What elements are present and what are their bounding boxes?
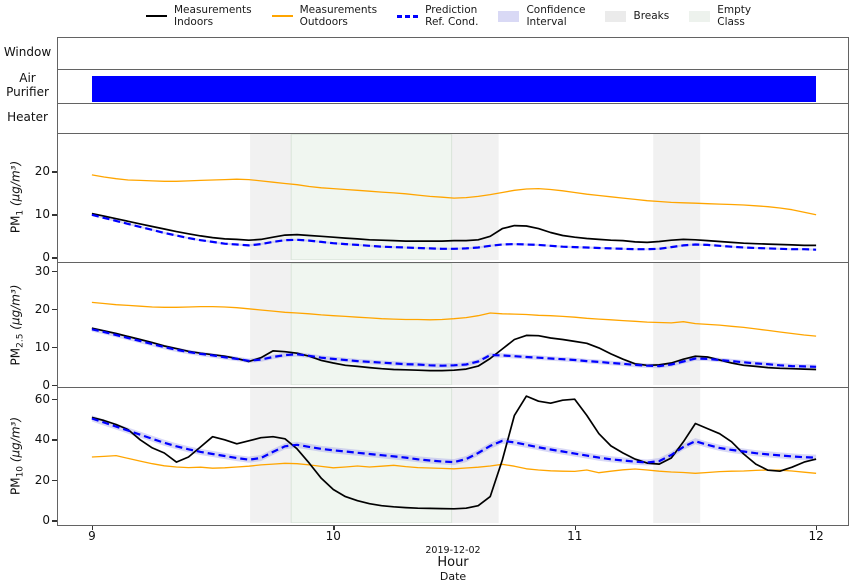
heater-state-row bbox=[57, 103, 849, 134]
pm10-panel bbox=[57, 387, 849, 526]
x-tick-label: 11 bbox=[567, 529, 583, 543]
y-tick-mark bbox=[52, 257, 57, 259]
pm2_5-chart bbox=[58, 263, 848, 387]
y-tick-mark bbox=[52, 346, 57, 348]
pm10-chart bbox=[58, 388, 848, 525]
y-tick-label: 20 bbox=[34, 301, 50, 316]
pm2_5-panel bbox=[57, 262, 849, 388]
line-swatch-indoors bbox=[146, 15, 167, 18]
patch-swatch-confidence bbox=[498, 10, 520, 22]
legend-item-empty-class: Empty Class bbox=[689, 4, 751, 29]
legend-label: Empty Class bbox=[717, 4, 752, 29]
y-tick-label: 0 bbox=[42, 250, 50, 265]
legend-label: Breaks bbox=[633, 10, 670, 23]
y-tick-label: 60 bbox=[34, 391, 50, 406]
y-tick-label: 20 bbox=[34, 164, 50, 179]
air-purifier-state-bar bbox=[91, 75, 817, 103]
y-tick-mark bbox=[52, 171, 57, 173]
y-tick-mark bbox=[52, 520, 57, 522]
dashed-line-swatch-prediction bbox=[397, 15, 419, 18]
y-tick-mark bbox=[52, 308, 57, 311]
x-tick-label: 10 bbox=[325, 529, 341, 543]
pm1-panel bbox=[57, 133, 849, 263]
legend-item-breaks: Breaks bbox=[605, 10, 669, 22]
y-tick-label: 10 bbox=[34, 207, 50, 222]
y-tick-mark bbox=[52, 479, 57, 482]
air-purifier-row-label: Air Purifier bbox=[6, 71, 49, 99]
legend-item-measurements-outdoors: Measurements Outdoors bbox=[271, 4, 378, 29]
window-row-label: Window bbox=[3, 45, 52, 59]
y-tick-mark bbox=[52, 214, 57, 216]
legend-label: Measurements Outdoors bbox=[299, 4, 378, 29]
legend-label: Confidence Interval bbox=[526, 4, 586, 29]
legend-item-confidence-interval: Confidence Interval bbox=[498, 4, 585, 29]
date-offset-label: 2019-12-02 bbox=[425, 545, 481, 556]
air-purifier-state-row bbox=[57, 69, 849, 104]
legend-item-measurements-indoors: Measurements Indoors bbox=[146, 4, 252, 29]
pm1-chart bbox=[58, 134, 848, 262]
y-tick-label: 0 bbox=[42, 377, 50, 392]
legend-item-prediction: Prediction Ref. Cond. bbox=[397, 4, 478, 29]
legend: Measurements Indoors Measurements Outdoo… bbox=[146, 4, 751, 29]
legend-label: Prediction Ref. Cond. bbox=[425, 4, 479, 29]
y-tick-mark bbox=[52, 384, 57, 386]
legend-label: Measurements Indoors bbox=[174, 4, 252, 29]
window-state-row bbox=[57, 37, 849, 70]
y-tick-label: 30 bbox=[34, 263, 50, 278]
y-tick-mark bbox=[52, 398, 57, 400]
x-tick-mark bbox=[333, 526, 335, 530]
y-tick-mark bbox=[52, 270, 57, 273]
y-tick-label: 10 bbox=[34, 339, 50, 354]
heater-row-label: Heater bbox=[7, 110, 48, 124]
x-axis-label-date: Date bbox=[439, 570, 467, 582]
x-tick-mark bbox=[574, 526, 577, 530]
x-tick-mark bbox=[91, 526, 94, 530]
y-tick-mark bbox=[52, 439, 57, 441]
line-swatch-outdoors bbox=[271, 15, 293, 18]
patch-swatch-breaks bbox=[605, 10, 627, 22]
x-tick-mark bbox=[816, 526, 818, 530]
y-tick-label: 40 bbox=[34, 432, 50, 447]
x-tick-label: 9 bbox=[88, 529, 96, 543]
patch-swatch-empty-class bbox=[689, 10, 711, 22]
y-tick-label: 0 bbox=[42, 513, 50, 528]
y-tick-label: 20 bbox=[34, 472, 50, 487]
x-tick-label: 12 bbox=[808, 529, 824, 543]
x-axis-label-hour: Hour bbox=[437, 555, 469, 570]
